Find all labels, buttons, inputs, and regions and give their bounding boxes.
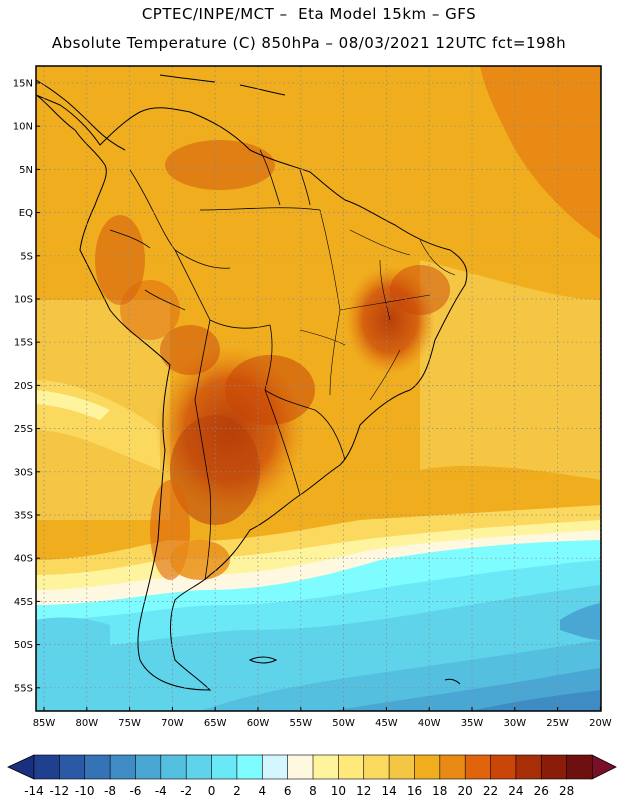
map-frame (35, 65, 602, 712)
lat-label: 5N (19, 165, 33, 176)
lon-label: 55W (289, 718, 312, 729)
colorbar-label: -8 (104, 784, 116, 798)
lat-label: 25S (14, 424, 33, 435)
lon-label: 60W (247, 718, 270, 729)
colorbar-label: 6 (284, 784, 292, 798)
lon-label: 25W (546, 718, 569, 729)
colorbar-swatch (338, 754, 365, 780)
lat-label: 15S (14, 338, 33, 349)
lon-label: 50W (332, 718, 355, 729)
colorbar-swatch (439, 754, 466, 780)
colorbar-swatch (312, 754, 339, 780)
country-borders (109, 149, 346, 581)
lat-label: 45S (14, 597, 33, 608)
colorbar-swatch (261, 754, 289, 780)
colorbar-label: -14 (24, 784, 44, 798)
colorbar-label: 16 (407, 784, 422, 798)
colorbar-swatch (185, 754, 213, 780)
colorbar-swatch (109, 754, 137, 780)
lat-label: 50S (14, 640, 33, 651)
temperature-field (36, 66, 601, 711)
latitude-labels: 15N 10N 5N EQ 5S 10S 15S 20S 25S 30S 35S 40S 45S 50S 5… (13, 79, 40, 694)
lon-label: 30W (503, 718, 526, 729)
lat-label: 15N (13, 79, 33, 90)
lat-label: EQ (19, 208, 33, 219)
colorbar-label: 4 (258, 784, 266, 798)
coastlines (36, 74, 468, 691)
colorbar-label: 22 (483, 784, 498, 798)
colorbar-label: 24 (508, 784, 523, 798)
colorbar-underflow-arrow (7, 754, 35, 780)
colorbar-label: 2 (233, 784, 241, 798)
colorbar-label: 18 (432, 784, 447, 798)
lon-label: 40W (418, 718, 441, 729)
colorbar-swatch (363, 754, 390, 780)
colorbar-swatch (490, 754, 517, 780)
colorbar-label: -12 (50, 784, 70, 798)
state-borders (299, 209, 456, 401)
lon-label: 35W (461, 718, 484, 729)
colorbar-label: 28 (559, 784, 574, 798)
colorbar-swatch (287, 754, 314, 780)
colorbar-swatch (566, 754, 593, 780)
chart-title: CPTEC/INPE/MCT – Eta Model 15km – GFS (141, 5, 477, 23)
lat-label: 40S (14, 554, 33, 565)
colorbar-label: 14 (381, 784, 396, 798)
lat-label: 35S (14, 511, 33, 522)
colorbar-overflow-arrow (591, 754, 617, 780)
colorbar-swatch (515, 754, 542, 780)
colorbar-label: 8 (309, 784, 317, 798)
colorbar-label: 26 (534, 784, 549, 798)
longitude-labels: 85W 80W 75W 70W 65W 60W 55W 50W 45W 40W 35W 30W 25W 2… (33, 707, 612, 729)
colorbar-label: 10 (331, 784, 346, 798)
lon-label: 70W (161, 718, 184, 729)
colorbar-label: -10 (75, 784, 95, 798)
colorbar-label: -6 (129, 784, 141, 798)
colorbar-swatch (414, 754, 441, 780)
colorbar-label: 12 (356, 784, 371, 798)
lat-label: 55S (14, 683, 33, 694)
colorbar-swatch (135, 754, 162, 780)
colorbar-label: -2 (180, 784, 192, 798)
colorbar-swatch (59, 754, 86, 780)
lon-label: 20W (589, 718, 612, 729)
colorbar-swatch (236, 754, 263, 780)
lon-label: 80W (75, 718, 98, 729)
chart-subtitle: Absolute Temperature (C) 850hPa – 08/03/… (51, 34, 567, 52)
colorbar-label: -4 (155, 784, 167, 798)
colorbar-swatch (464, 754, 492, 780)
colorbar-swatch (84, 754, 111, 780)
colorbar-label: 0 (208, 784, 216, 798)
colorbar-swatch (211, 754, 238, 780)
lat-label: 30S (14, 467, 33, 478)
colorbar-label: 20 (458, 784, 473, 798)
lat-label: 10S (14, 295, 33, 306)
lon-label: 65W (204, 718, 227, 729)
colorbar-swatch (160, 754, 187, 780)
lon-label: 45W (375, 718, 398, 729)
lon-label: 85W (33, 718, 56, 729)
colorbar-swatch (33, 754, 60, 780)
colorbar-swatch (540, 754, 568, 780)
colorbar: -14 -12 -10 -8 -6 -4 -2 0 2 4 6 8 10 12 14 16 18 20 22 24 26… (7, 754, 617, 798)
colorbar-swatch (388, 754, 416, 780)
lat-label: 5S (20, 251, 33, 262)
lat-label: 20S (14, 381, 33, 392)
lon-label: 75W (118, 718, 141, 729)
lat-label: 10N (13, 122, 33, 133)
